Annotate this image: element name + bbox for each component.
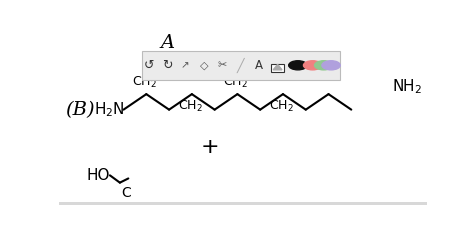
Text: C: C	[121, 186, 131, 200]
Text: CH$_2$: CH$_2$	[132, 75, 157, 90]
Text: CH$_2$: CH$_2$	[269, 99, 293, 114]
Text: (B): (B)	[65, 101, 94, 119]
Circle shape	[303, 61, 322, 70]
Bar	[142, 51, 340, 80]
Text: CH$_2$: CH$_2$	[178, 99, 202, 114]
Text: HO: HO	[87, 168, 110, 183]
Bar	[59, 202, 427, 205]
Text: A: A	[255, 59, 263, 72]
Text: H$_2$N: H$_2$N	[94, 100, 125, 119]
Text: ↻: ↻	[162, 59, 172, 72]
Text: CH$_2$: CH$_2$	[223, 75, 248, 90]
Text: ◇: ◇	[200, 60, 208, 70]
Text: ↺: ↺	[143, 59, 154, 72]
Text: ✂: ✂	[218, 60, 227, 70]
Circle shape	[289, 61, 307, 70]
Text: A: A	[161, 34, 175, 52]
Text: NH$_2$: NH$_2$	[392, 77, 422, 96]
Bar	[271, 64, 284, 72]
Text: +: +	[201, 137, 219, 157]
Circle shape	[322, 61, 340, 70]
Circle shape	[314, 61, 333, 70]
Text: ↗: ↗	[181, 60, 190, 70]
Polygon shape	[273, 64, 282, 70]
Text: ╱: ╱	[237, 58, 245, 73]
